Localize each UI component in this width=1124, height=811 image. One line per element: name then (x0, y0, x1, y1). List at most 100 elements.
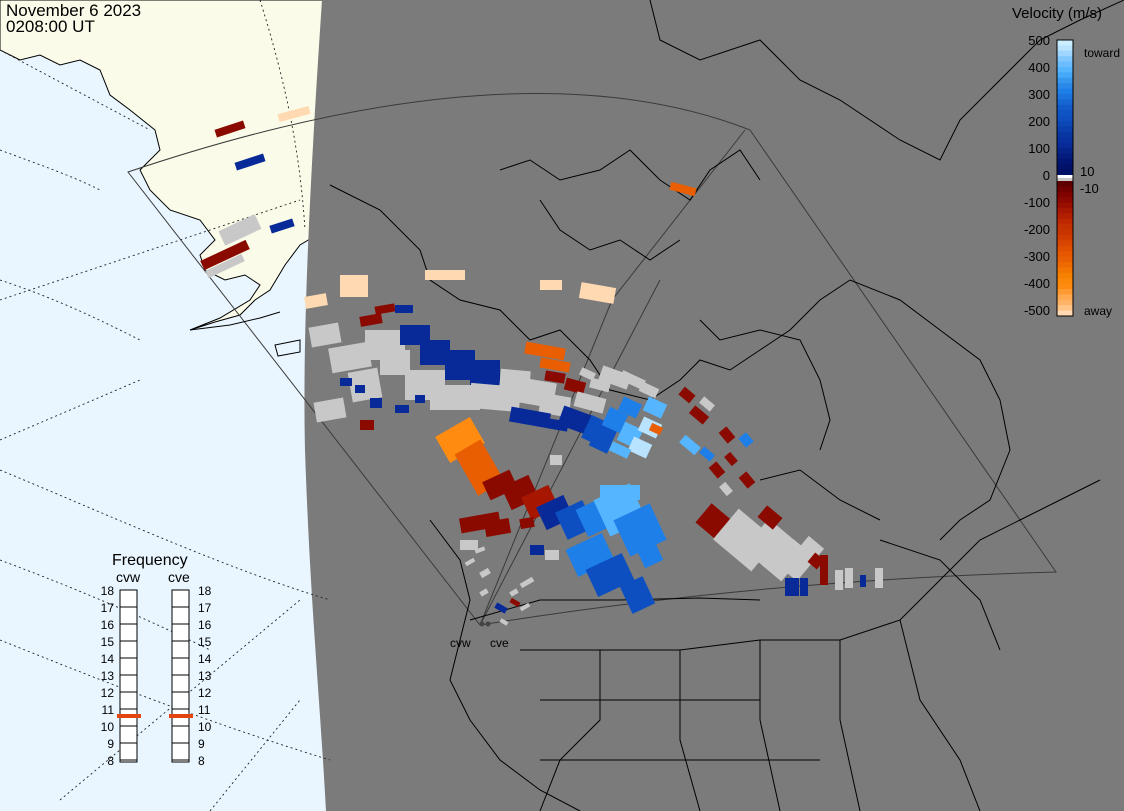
colorbar-swatch (1057, 181, 1073, 187)
velocity-cell (355, 385, 365, 393)
velocity-cell (545, 550, 559, 560)
velocity-cell (218, 214, 262, 246)
frequency-radar-label-cve: cve (168, 569, 190, 585)
frequency-title: Frequency (112, 552, 188, 569)
velocity-cell (699, 446, 715, 462)
velocity-cell (757, 505, 783, 530)
velocity-cell (563, 377, 587, 395)
colorbar-swatch (1057, 50, 1073, 57)
frequency-marker-cve (169, 714, 193, 718)
frequency-scale-label: 15 (101, 635, 115, 649)
colorbar-swatch (1057, 197, 1073, 204)
frequency-scale-label: 8 (198, 754, 205, 768)
colorbar-swatch (1057, 208, 1073, 214)
colorbar-swatch (1057, 72, 1073, 79)
colorbar-swatch (1057, 142, 1073, 149)
velocity-cell (499, 618, 509, 626)
velocity-cell (565, 532, 615, 578)
velocity-cell (304, 293, 328, 309)
velocity-cell (738, 432, 754, 448)
away-label: away (1084, 304, 1112, 318)
velocity-cell (519, 602, 531, 612)
velocity-cell (494, 602, 508, 614)
colorbar-swatch (1057, 202, 1073, 209)
frequency-scale-label: 17 (101, 601, 115, 615)
velocity-cell (277, 105, 311, 123)
colorbar-tick-label: 0 (1043, 168, 1050, 183)
colorbar-swatch (1057, 121, 1073, 127)
velocity-cell (460, 540, 478, 550)
colorbar-tick-label: 10 (1080, 164, 1094, 179)
colorbar-tick-label: 100 (1028, 141, 1050, 156)
colorbar-tick-label: 200 (1028, 114, 1050, 129)
frequency-scale-label: 13 (198, 669, 212, 683)
velocity-cell (340, 275, 368, 297)
velocity-cell (395, 305, 413, 313)
velocity-cell (600, 485, 625, 500)
velocity-cell (464, 557, 476, 567)
velocity-cell (860, 575, 866, 587)
velocity-cell (374, 303, 396, 315)
colorbar-swatch (1057, 77, 1073, 84)
velocity-cell (785, 578, 799, 596)
velocity-cell (479, 588, 489, 597)
velocity-colorbar: 500400300200100100-10-100-200-300-400-50… (1024, 33, 1120, 318)
colorbar-swatch (1057, 213, 1073, 220)
velocity-cell (617, 396, 643, 419)
colorbar-swatch (1057, 294, 1073, 301)
colorbar-zero-band (1057, 178, 1073, 181)
frequency-scale-label: 15 (198, 635, 212, 649)
colorbar-swatch (1057, 67, 1073, 73)
colorbar-swatch (1057, 83, 1073, 90)
colorbar-swatch (1057, 262, 1073, 268)
velocity-cell (835, 570, 843, 590)
toward-label: toward (1084, 46, 1120, 60)
colorbar-swatch (1057, 245, 1073, 252)
velocity-cell (483, 517, 512, 538)
velocity-cell (550, 455, 562, 465)
velocity-cell (688, 405, 710, 425)
velocity-cell (340, 378, 352, 386)
colorbar-swatch (1057, 153, 1073, 160)
colorbar-swatch (1057, 283, 1073, 290)
velocity-cell (636, 541, 664, 569)
colorbar-swatch (1057, 40, 1073, 46)
velocity-cell (845, 568, 853, 588)
colorbar-zero-band (1057, 175, 1073, 178)
frequency-scale-label: 16 (101, 618, 115, 632)
coastlines (189, 0, 1124, 811)
colorbar-swatch (1057, 278, 1073, 285)
colorbar-swatch (1057, 158, 1073, 165)
frequency-scale-cve (171, 589, 190, 763)
colorbar-swatch (1057, 267, 1073, 274)
velocity-cell (530, 545, 544, 555)
velocity-cell (370, 398, 382, 408)
colorbar-swatch (1057, 251, 1073, 258)
radar-label-cvw: cvw (450, 636, 471, 650)
colorbar-swatch (1057, 56, 1073, 63)
frequency-scale-label: 13 (101, 669, 115, 683)
velocity-cell (718, 426, 736, 444)
colorbar-tick-label: -200 (1024, 222, 1050, 237)
colorbar-tick-label: -500 (1024, 303, 1050, 318)
frequency-scale-label: 9 (107, 737, 114, 751)
velocity-cell (579, 367, 596, 381)
velocity-cell (269, 218, 295, 234)
colorbar-swatch (1057, 169, 1073, 176)
velocity-cell (425, 270, 465, 280)
velocity-cell (482, 469, 518, 501)
frequency-scale-cvw (119, 589, 138, 763)
frequency-scale-label: 17 (198, 601, 212, 615)
velocity-cell (619, 370, 646, 390)
frequency-scale-label: 11 (198, 703, 211, 717)
colorbar-swatch (1057, 61, 1073, 68)
velocity-cell (708, 461, 726, 479)
colorbar-swatch (1057, 289, 1073, 295)
colorbar-tick-label: 300 (1028, 87, 1050, 102)
colorbar-swatch (1057, 272, 1073, 279)
velocity-cell (479, 567, 491, 579)
velocity-cell (544, 370, 566, 384)
radar-site-cvw (479, 621, 485, 627)
velocity-cell (557, 405, 593, 435)
